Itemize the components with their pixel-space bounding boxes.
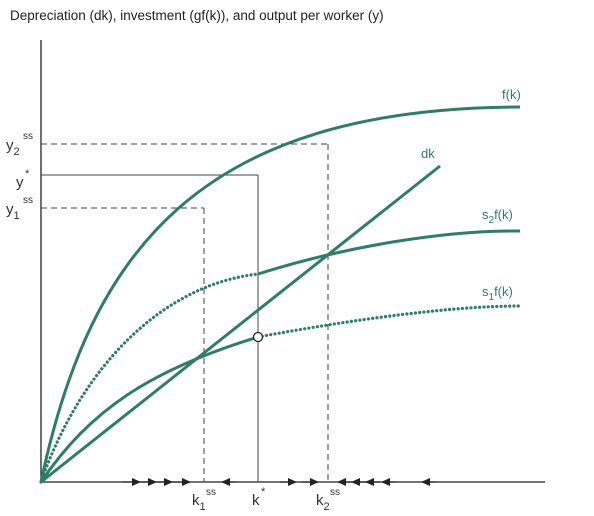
label-y2ss-sup: ss xyxy=(23,131,33,142)
curve-s1f-dotted-right xyxy=(256,304,522,339)
label-kstar-sup: * xyxy=(261,486,266,498)
equilibrium-marker xyxy=(252,331,264,343)
curve-s1f-dotted-left xyxy=(39,272,260,484)
label-y1ss-sup: ss xyxy=(23,195,33,206)
label-ystar-sup: * xyxy=(25,168,30,180)
label-k2ss: k2 xyxy=(316,492,330,513)
label-y1ss: y1 xyxy=(6,201,20,222)
diagram-title: Depreciation (dk), investment (gf(k)), a… xyxy=(10,8,384,23)
curve-f xyxy=(39,105,521,483)
label-y2ss: y2 xyxy=(6,137,20,158)
label-k2ss-sup: ss xyxy=(330,487,340,498)
label-kstar: k xyxy=(252,492,260,509)
curve-s1f xyxy=(39,335,259,483)
curve-s2f xyxy=(257,229,521,276)
label-s2f: s2f(k) xyxy=(482,207,513,226)
label-k1ss: k1 xyxy=(192,492,206,513)
label-s1f: s1f(k) xyxy=(482,284,513,303)
label-k1ss-sup: ss xyxy=(206,487,216,498)
curve-dk xyxy=(40,164,441,484)
label-dk: dk xyxy=(421,146,435,161)
label-ystar: y xyxy=(16,174,24,191)
label-f: f(k) xyxy=(502,87,521,102)
